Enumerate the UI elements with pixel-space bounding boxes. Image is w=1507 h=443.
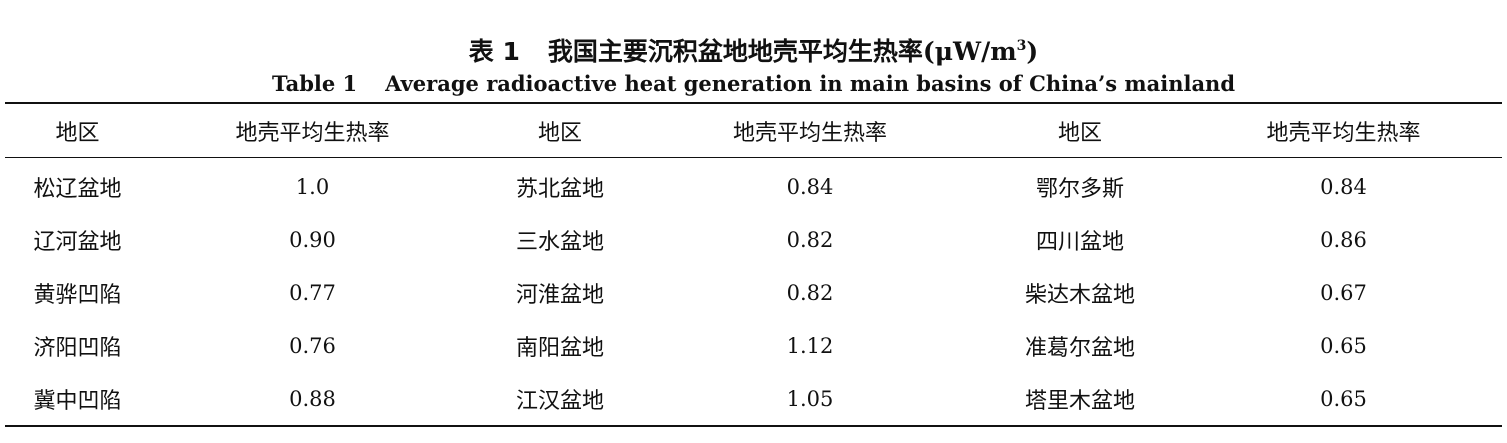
- region-cell: 松辽盆地: [33, 176, 122, 202]
- heat-rate-cell: 1.12: [786, 333, 834, 358]
- table-row: 松辽盆地 1.0 苏北盆地 0.84 鄂尔多斯 0.84: [5, 158, 1502, 214]
- column-header-region: 地区: [5, 104, 150, 158]
- region-cell: 四川盆地: [1035, 229, 1124, 255]
- top-rule: [5, 102, 1502, 104]
- region-cell: 南阳盆地: [515, 335, 604, 361]
- heat-rate-cell: 0.84: [786, 174, 834, 199]
- region-cell: 三水盆地: [515, 229, 604, 255]
- bottom-rule: [5, 425, 1502, 427]
- heat-rate-cell: 0.90: [289, 227, 336, 252]
- column-header-heat-rate: 地壳平均生热率: [1185, 104, 1502, 158]
- region-cell: 河淮盆地: [515, 282, 604, 308]
- heat-generation-table: 地区 地壳平均生热率 地区 地壳平均生热率 地区 地壳平均生热率 松辽盆地 1.…: [5, 104, 1502, 425]
- unit-suffix: ): [1026, 37, 1039, 66]
- heat-rate-cell: 0.86: [1320, 227, 1367, 252]
- heat-rate-cell: 0.65: [1320, 386, 1367, 411]
- region-cell: 准葛尔盆地: [1024, 335, 1135, 361]
- region-cell: 苏北盆地: [515, 176, 604, 202]
- table-row: 辽河盆地 0.90 三水盆地 0.82 四川盆地 0.86: [5, 213, 1502, 266]
- unit-exponent: 3: [1016, 38, 1027, 54]
- column-header-heat-rate: 地壳平均生热率: [645, 104, 975, 158]
- region-cell: 鄂尔多斯: [1035, 176, 1124, 202]
- column-header-region: 地区: [475, 104, 645, 158]
- heat-rate-cell: 0.88: [289, 386, 336, 411]
- region-cell: 塔里木盆地: [1024, 388, 1135, 414]
- heat-rate-cell: 0.67: [1320, 280, 1367, 305]
- region-cell: 济阳凹陷: [33, 335, 122, 361]
- heat-rate-cell: 1.0: [295, 174, 330, 199]
- table-row: 冀中凹陷 0.88 江汉盆地 1.05 塔里木盆地 0.65: [5, 372, 1502, 425]
- heat-rate-cell: 0.82: [786, 227, 834, 252]
- heat-rate-cell: 0.76: [289, 333, 336, 358]
- table-caption-chinese: 表 1 我国主要沉积盆地地壳平均生热率(μW/m3): [0, 28, 1507, 70]
- table-row: 济阳凹陷 0.76 南阳盆地 1.12 准葛尔盆地 0.65: [5, 319, 1502, 372]
- table-caption-english: Table 1 Average radioactive heat generati…: [0, 70, 1507, 98]
- table-title-english: Average radioactive heat generation in m…: [385, 71, 1235, 96]
- region-cell: 黄骅凹陷: [33, 282, 122, 308]
- header-row: 地区 地壳平均生热率 地区 地壳平均生热率 地区 地壳平均生热率: [5, 104, 1502, 158]
- table-label-english: Table 1: [271, 71, 358, 96]
- column-header-region: 地区: [975, 104, 1185, 158]
- table-row: 黄骅凹陷 0.77 河淮盆地 0.82 柴达木盆地 0.67: [5, 266, 1502, 319]
- heat-rate-cell: 0.65: [1320, 333, 1367, 358]
- heat-rate-cell: 0.82: [786, 280, 834, 305]
- heat-rate-cell: 0.84: [1320, 174, 1367, 199]
- table-label-chinese: 表 1: [468, 37, 520, 66]
- unit-label: (μW/m3): [923, 37, 1038, 66]
- unit-prefix: (μW/m: [922, 37, 1017, 66]
- region-cell: 柴达木盆地: [1024, 282, 1135, 308]
- table-title-chinese: 我国主要沉积盆地地壳平均生热率: [547, 37, 923, 66]
- region-cell: 江汉盆地: [515, 388, 604, 414]
- heat-rate-cell: 0.77: [289, 280, 336, 305]
- region-cell: 辽河盆地: [33, 229, 122, 255]
- column-header-heat-rate: 地壳平均生热率: [150, 104, 475, 158]
- region-cell: 冀中凹陷: [33, 388, 122, 414]
- heat-rate-cell: 1.05: [786, 386, 834, 411]
